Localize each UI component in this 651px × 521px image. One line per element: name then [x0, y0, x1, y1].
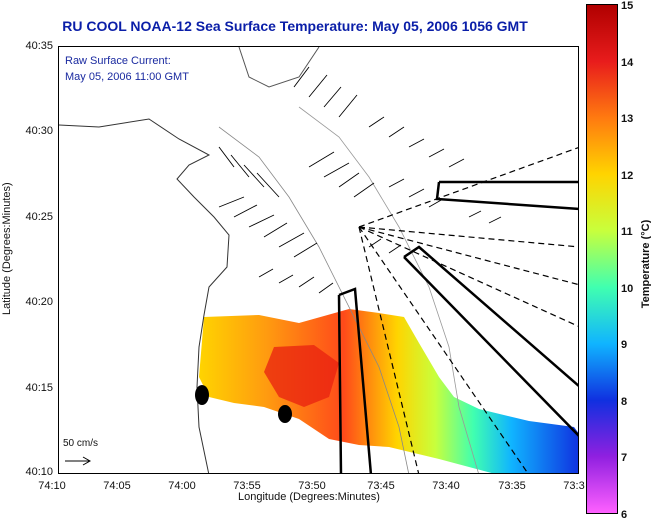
sst-hot-core	[264, 345, 339, 407]
land-coast	[238, 47, 320, 88]
map-plot-area: Raw Surface Current: May 05, 2006 11:00 …	[58, 46, 579, 474]
map-svg	[59, 47, 578, 473]
x-tick-label: 74:10	[38, 480, 66, 492]
colorbar-tick-label: 7	[621, 452, 628, 465]
y-tick-label: 40:35	[25, 40, 53, 52]
scale-arrow-head	[82, 456, 92, 466]
y-tick-label: 40:30	[25, 125, 53, 137]
colorbar-tick-label: 10	[621, 282, 634, 295]
x-tick-label: 74:00	[168, 480, 196, 492]
y-tick-label: 40:15	[25, 382, 53, 394]
colorbar-label: Temperature (°C)	[640, 219, 651, 309]
radar-station-marker	[195, 385, 209, 405]
x-tick-label: 73:50	[298, 480, 326, 492]
radar-station-marker	[278, 405, 292, 423]
y-tick-label: 40:25	[25, 211, 53, 223]
survey-box-2	[403, 245, 578, 437]
colorbar-tick-label: 14	[621, 56, 634, 69]
x-tick-label: 73:35	[498, 480, 526, 492]
sst-patch	[199, 309, 578, 473]
coastline	[59, 118, 230, 473]
legend-current-label: Raw Surface Current:	[65, 55, 171, 67]
colorbar-tick-label: 8	[621, 395, 628, 408]
bathymetry-contour	[298, 106, 479, 473]
radial-lines	[358, 147, 578, 473]
x-tick-label: 73:45	[367, 480, 395, 492]
colorbar-tick-label: 11	[621, 226, 633, 239]
map-title: RU COOL NOAA-12 Sea Surface Temperature:…	[62, 18, 528, 34]
colorbar-tick-label: 12	[621, 169, 634, 182]
x-tick-label: 73:3	[563, 480, 585, 492]
y-axis-label: Latitude (Degrees:Minutes)	[1, 182, 13, 315]
temperature-colorbar	[586, 4, 618, 514]
y-tick-label: 40:20	[25, 296, 53, 308]
x-axis-label: Longitude (Degrees:Minutes)	[238, 491, 380, 503]
y-tick-label: 40:10	[25, 466, 53, 478]
legend-current-time: May 05, 2006 11:00 GMT	[65, 71, 189, 83]
x-tick-label: 73:55	[233, 480, 261, 492]
colorbar-tick-label: 6	[621, 509, 628, 521]
colorbar-tick-label: 9	[621, 339, 628, 352]
colorbar-tick-label: 15	[621, 0, 634, 12]
current-vectors	[218, 66, 502, 294]
colorbar-tick-label: 13	[621, 113, 634, 126]
survey-box-1	[435, 180, 578, 211]
scale-label: 50 cm/s	[63, 438, 99, 449]
survey-box-3	[337, 287, 373, 473]
bathymetry-contour	[218, 126, 409, 473]
x-tick-label: 73:40	[432, 480, 460, 492]
x-tick-label: 74:05	[103, 480, 131, 492]
